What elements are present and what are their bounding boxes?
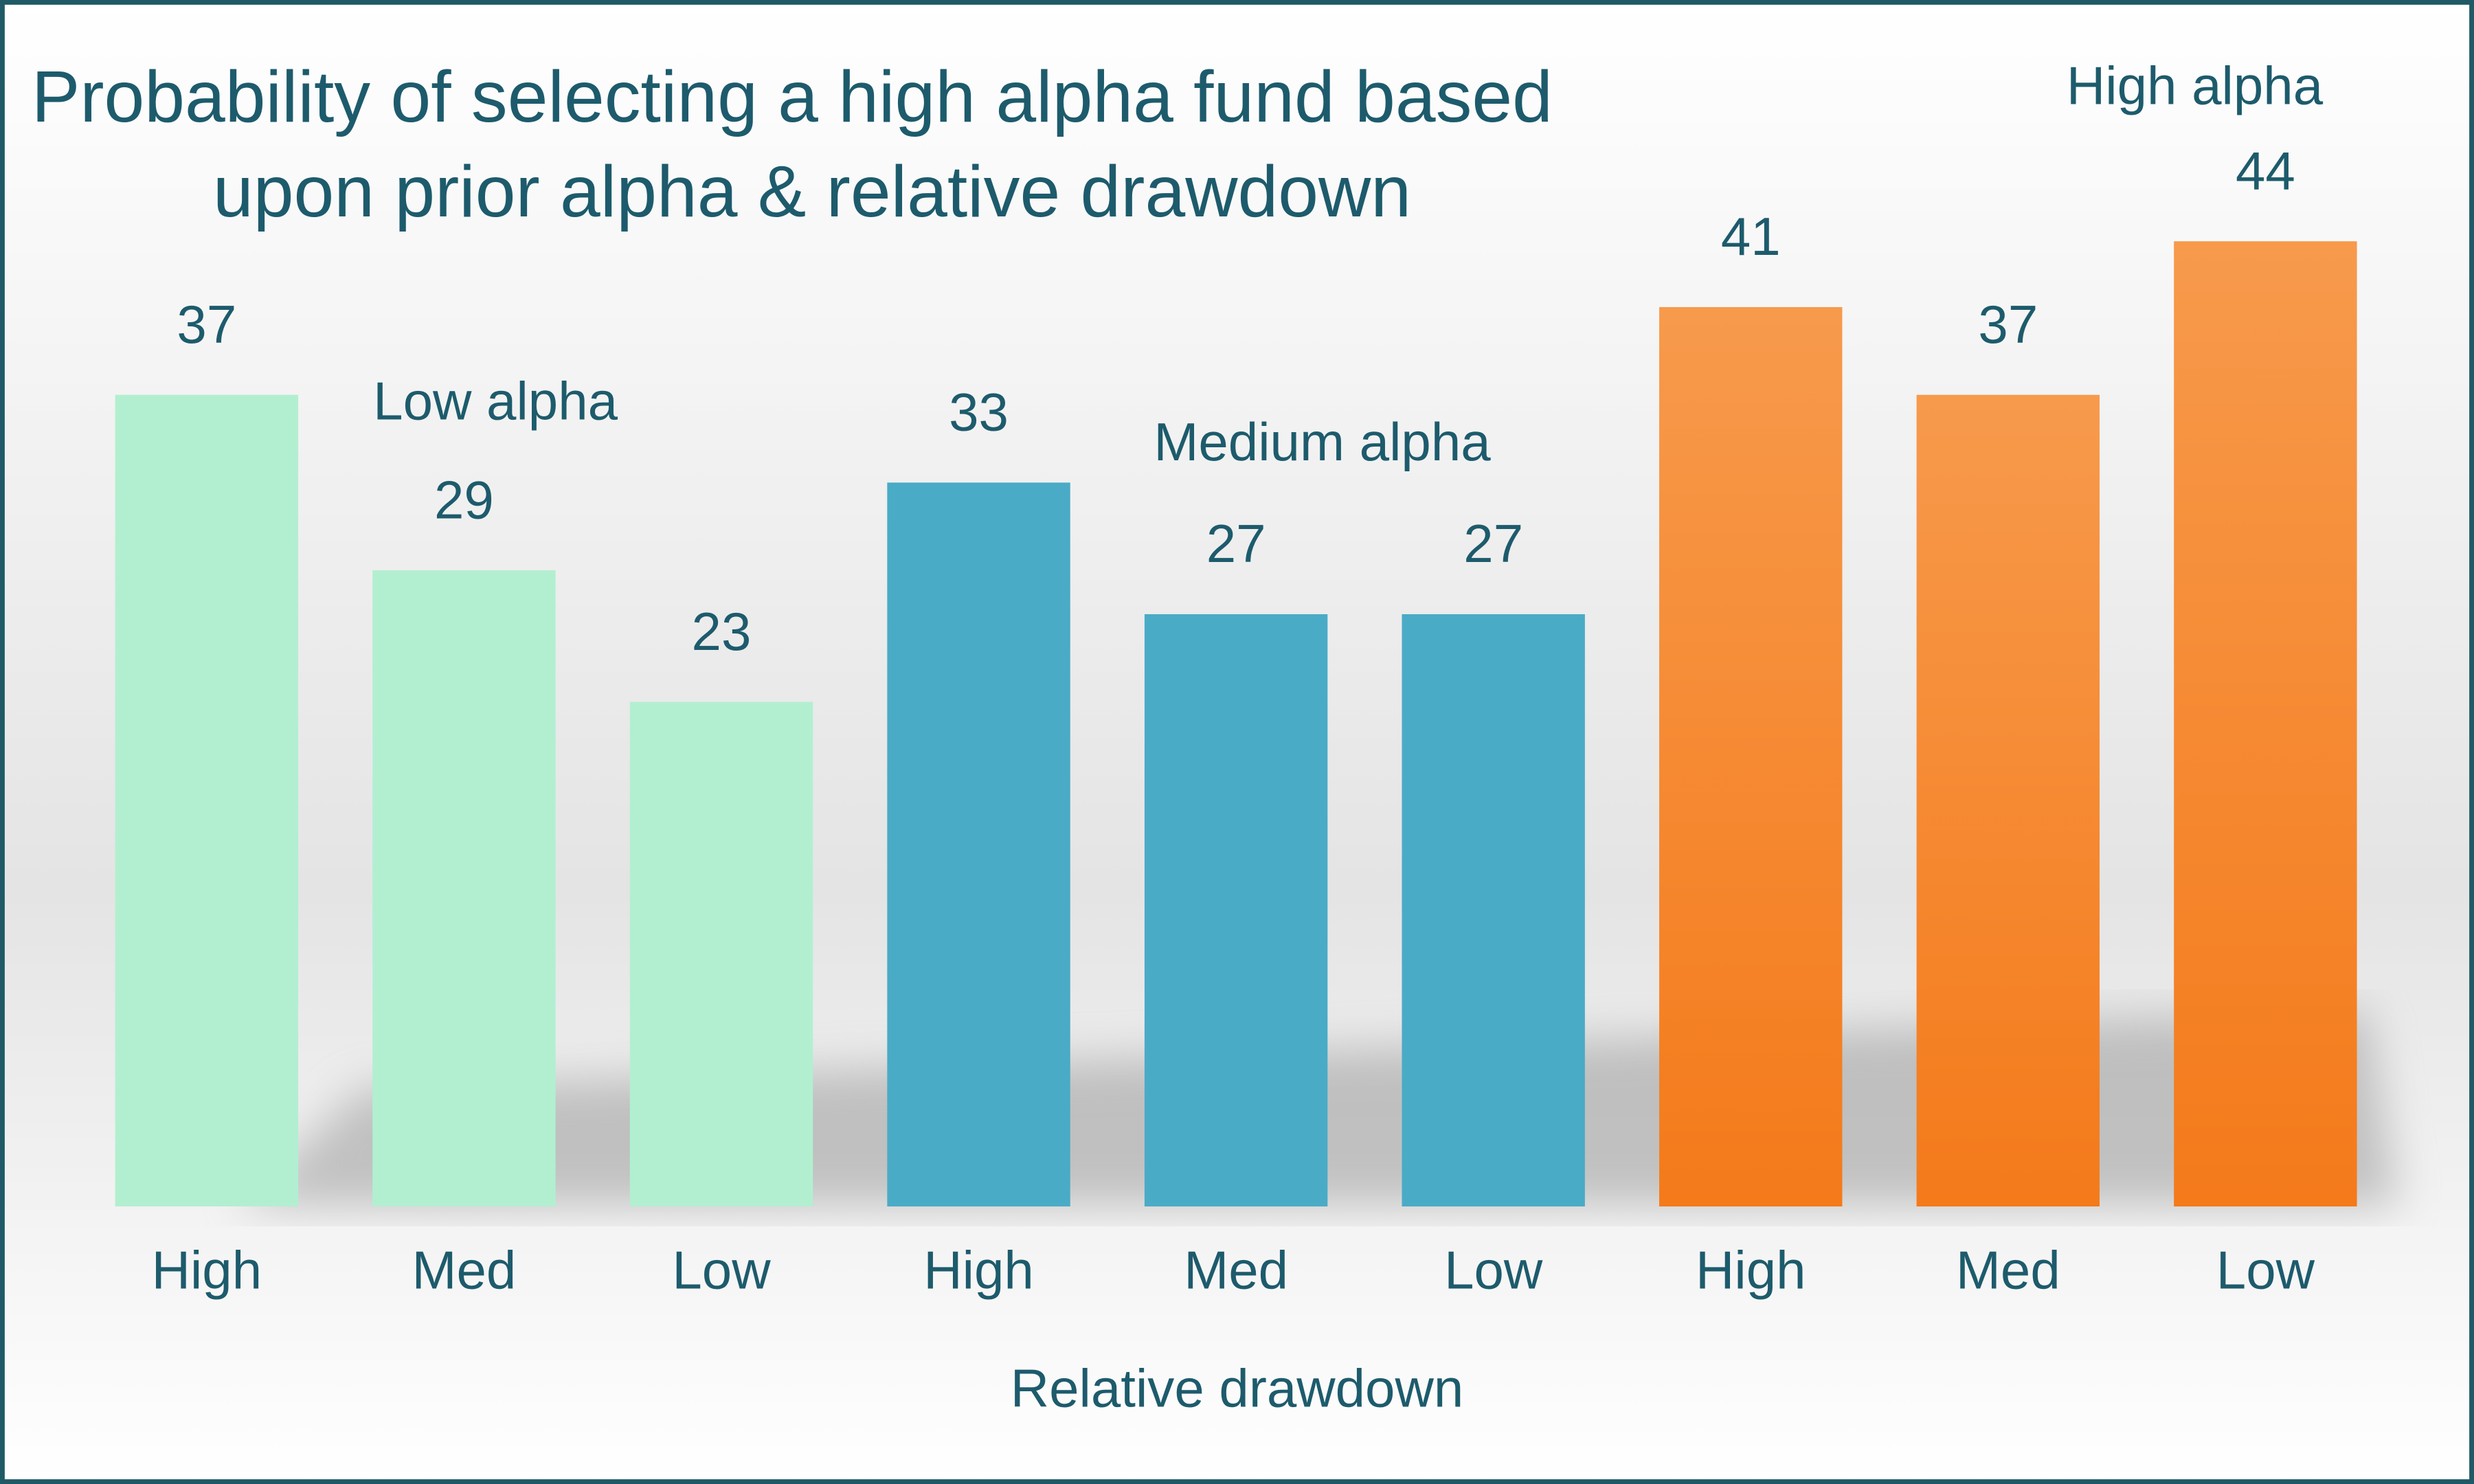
chart-title: Probability of selecting a high alpha fu…: [32, 56, 1553, 137]
x-tick-label: Med: [1956, 1239, 2060, 1300]
group-label: High alpha: [2067, 55, 2324, 115]
bar: [115, 394, 299, 1207]
bar: [629, 701, 813, 1207]
x-tick-label: High: [923, 1239, 1034, 1300]
x-tick-label: High: [152, 1239, 262, 1300]
bar: [372, 570, 556, 1207]
x-axis-title: Relative drawdown: [1011, 1358, 1464, 1419]
group-label: Low alpha: [373, 371, 618, 431]
bar: [1144, 614, 1328, 1207]
value-label: 37: [1978, 294, 2038, 355]
x-tick-label: Med: [412, 1239, 516, 1300]
value-label: 29: [434, 469, 494, 530]
value-label: 23: [692, 601, 752, 662]
bar: [1402, 614, 1585, 1207]
group-label: Medium alpha: [1154, 412, 1491, 472]
x-tick-label: Low: [2216, 1239, 2315, 1300]
bar: [1659, 306, 1843, 1207]
value-label: 33: [949, 382, 1009, 442]
x-tick-label: Low: [1444, 1239, 1543, 1300]
value-label: 27: [1463, 513, 1523, 574]
bar: [1916, 394, 2100, 1207]
bar: [2174, 241, 2357, 1207]
value-label: 27: [1206, 513, 1266, 574]
x-tick-label: Med: [1184, 1239, 1288, 1300]
value-label: 41: [1721, 206, 1781, 267]
value-label: 37: [177, 294, 236, 355]
value-label: 44: [2236, 140, 2295, 201]
bar: [887, 482, 1070, 1207]
chart-title: upon prior alpha & relative drawdown: [213, 151, 1411, 232]
x-tick-label: High: [1696, 1239, 1806, 1300]
x-tick-label: Low: [672, 1239, 771, 1300]
